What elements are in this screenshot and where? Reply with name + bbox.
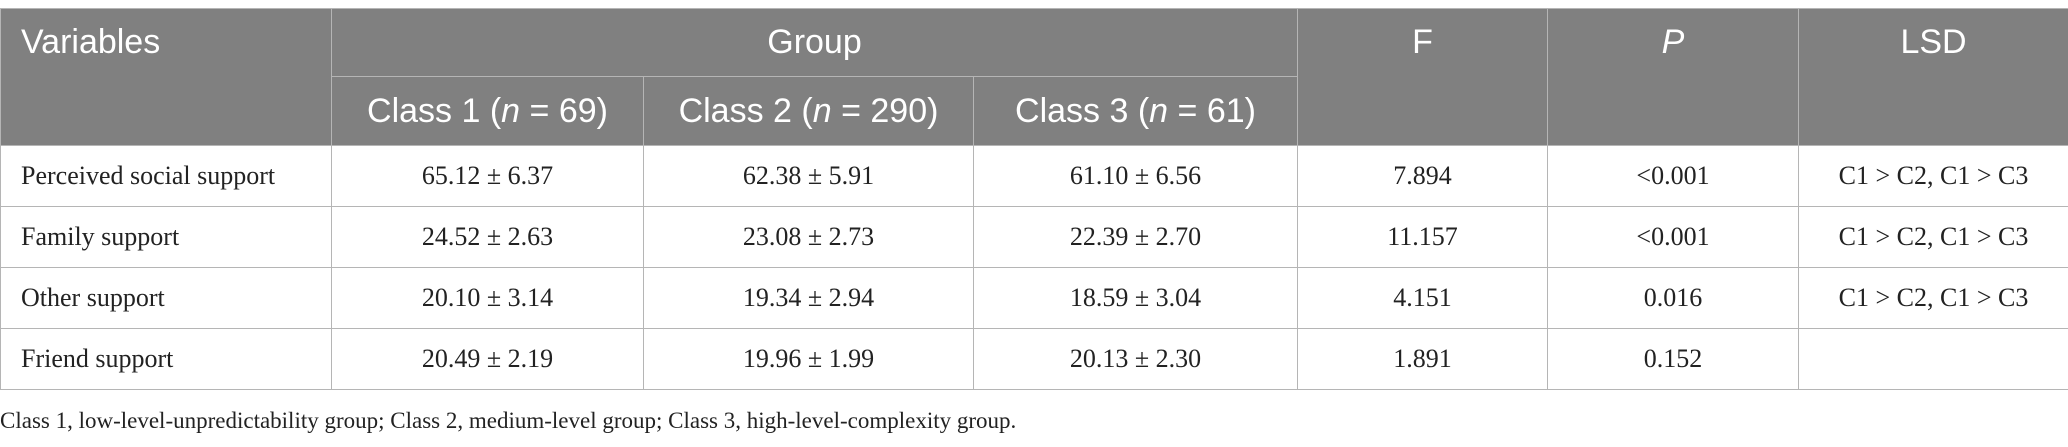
- cell-class2: 62.38 ± 5.91: [643, 145, 974, 207]
- cell-class2: 19.34 ± 2.94: [643, 267, 974, 329]
- cell-f: 1.891: [1297, 328, 1549, 390]
- table-footnote: Class 1, low-level-unpredictability grou…: [0, 408, 1017, 433]
- row-variable: Friend support: [0, 328, 332, 390]
- results-table: Variables Group F P LSD Class 1 (n = 69)…: [0, 8, 2068, 390]
- cell-class3: 22.39 ± 2.70: [972, 206, 1299, 268]
- header-variables: Variables: [0, 8, 332, 146]
- header-class-3: Class 3 (n = 61): [972, 76, 1299, 146]
- header-p: P: [1547, 8, 1800, 146]
- table-header: Variables Group F P LSD Class 1 (n = 69)…: [0, 8, 2068, 146]
- data-table-container: Variables Group F P LSD Class 1 (n = 69)…: [0, 8, 2068, 390]
- table-body: Perceived social support 65.12 ± 6.37 62…: [0, 145, 2068, 390]
- cell-f: 11.157: [1297, 206, 1549, 268]
- header-class-2: Class 2 (n = 290): [643, 76, 974, 146]
- header-group: Group: [330, 8, 1299, 77]
- cell-lsd: [1798, 328, 2068, 390]
- row-variable: Other support: [0, 267, 332, 329]
- header-f: F: [1297, 8, 1549, 146]
- cell-lsd: C1 > C2, C1 > C3: [1798, 206, 2068, 268]
- cell-class1: 20.49 ± 2.19: [331, 328, 644, 390]
- cell-class3: 61.10 ± 6.56: [972, 145, 1299, 207]
- cell-p: <0.001: [1547, 145, 1800, 207]
- row-variable: Perceived social support: [0, 145, 332, 207]
- cell-class1: 20.10 ± 3.14: [331, 267, 644, 329]
- cell-class3: 18.59 ± 3.04: [972, 267, 1299, 329]
- table-row: Perceived social support 65.12 ± 6.37 62…: [0, 145, 2068, 207]
- header-lsd: LSD: [1798, 8, 2068, 146]
- row-variable: Family support: [0, 206, 332, 268]
- cell-lsd: C1 > C2, C1 > C3: [1798, 145, 2068, 207]
- cell-lsd: C1 > C2, C1 > C3: [1798, 267, 2068, 329]
- cell-p: 0.016: [1547, 267, 1800, 329]
- cell-class2: 23.08 ± 2.73: [643, 206, 974, 268]
- cell-f: 4.151: [1297, 267, 1549, 329]
- cell-f: 7.894: [1297, 145, 1549, 207]
- table-row: Friend support 20.49 ± 2.19 19.96 ± 1.99…: [0, 328, 2068, 390]
- header-class-1: Class 1 (n = 69): [331, 76, 644, 146]
- cell-class1: 24.52 ± 2.63: [331, 206, 644, 268]
- cell-class1: 65.12 ± 6.37: [331, 145, 644, 207]
- cell-p: <0.001: [1547, 206, 1800, 268]
- cell-class2: 19.96 ± 1.99: [643, 328, 974, 390]
- cell-class3: 20.13 ± 2.30: [972, 328, 1299, 390]
- cell-p: 0.152: [1547, 328, 1800, 390]
- table-row: Family support 24.52 ± 2.63 23.08 ± 2.73…: [0, 206, 2068, 268]
- table-row: Other support 20.10 ± 3.14 19.34 ± 2.94 …: [0, 267, 2068, 329]
